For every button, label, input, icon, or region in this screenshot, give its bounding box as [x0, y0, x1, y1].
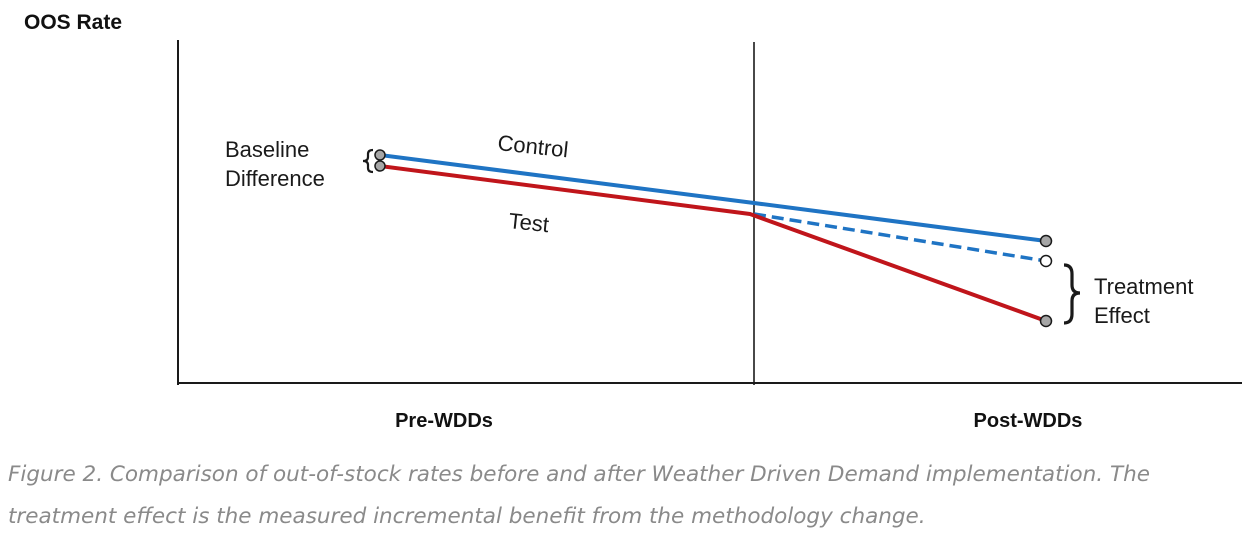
test-series-label: Test [507, 208, 550, 237]
test-post-marker [1039, 314, 1053, 328]
control-series-label: Control [496, 130, 569, 162]
period-label-pre: Pre-WDDs [395, 410, 493, 432]
figure-caption: Figure 2. Comparison of out-of-stock rat… [8, 462, 1150, 529]
baseline-brace [362, 148, 374, 174]
y-axis-label: OOS Rate [24, 11, 122, 34]
treatment-label-line1: Treatment [1094, 274, 1193, 299]
control-line [378, 153, 1048, 243]
test-pre-marker [374, 160, 386, 172]
period-label-post: Post-WDDs [974, 410, 1083, 432]
treatment-brace [1063, 263, 1081, 325]
counterfactual-post-marker [1039, 254, 1053, 268]
baseline-label-line1: Baseline [225, 137, 309, 162]
test-line [378, 164, 1048, 323]
treatment-label-line2: Effect [1094, 303, 1150, 328]
control-post-marker [1039, 234, 1053, 248]
counterfactual-dashed-line [753, 212, 1047, 263]
baseline-label-line2: Difference [225, 166, 325, 191]
control-pre-marker [374, 149, 386, 161]
